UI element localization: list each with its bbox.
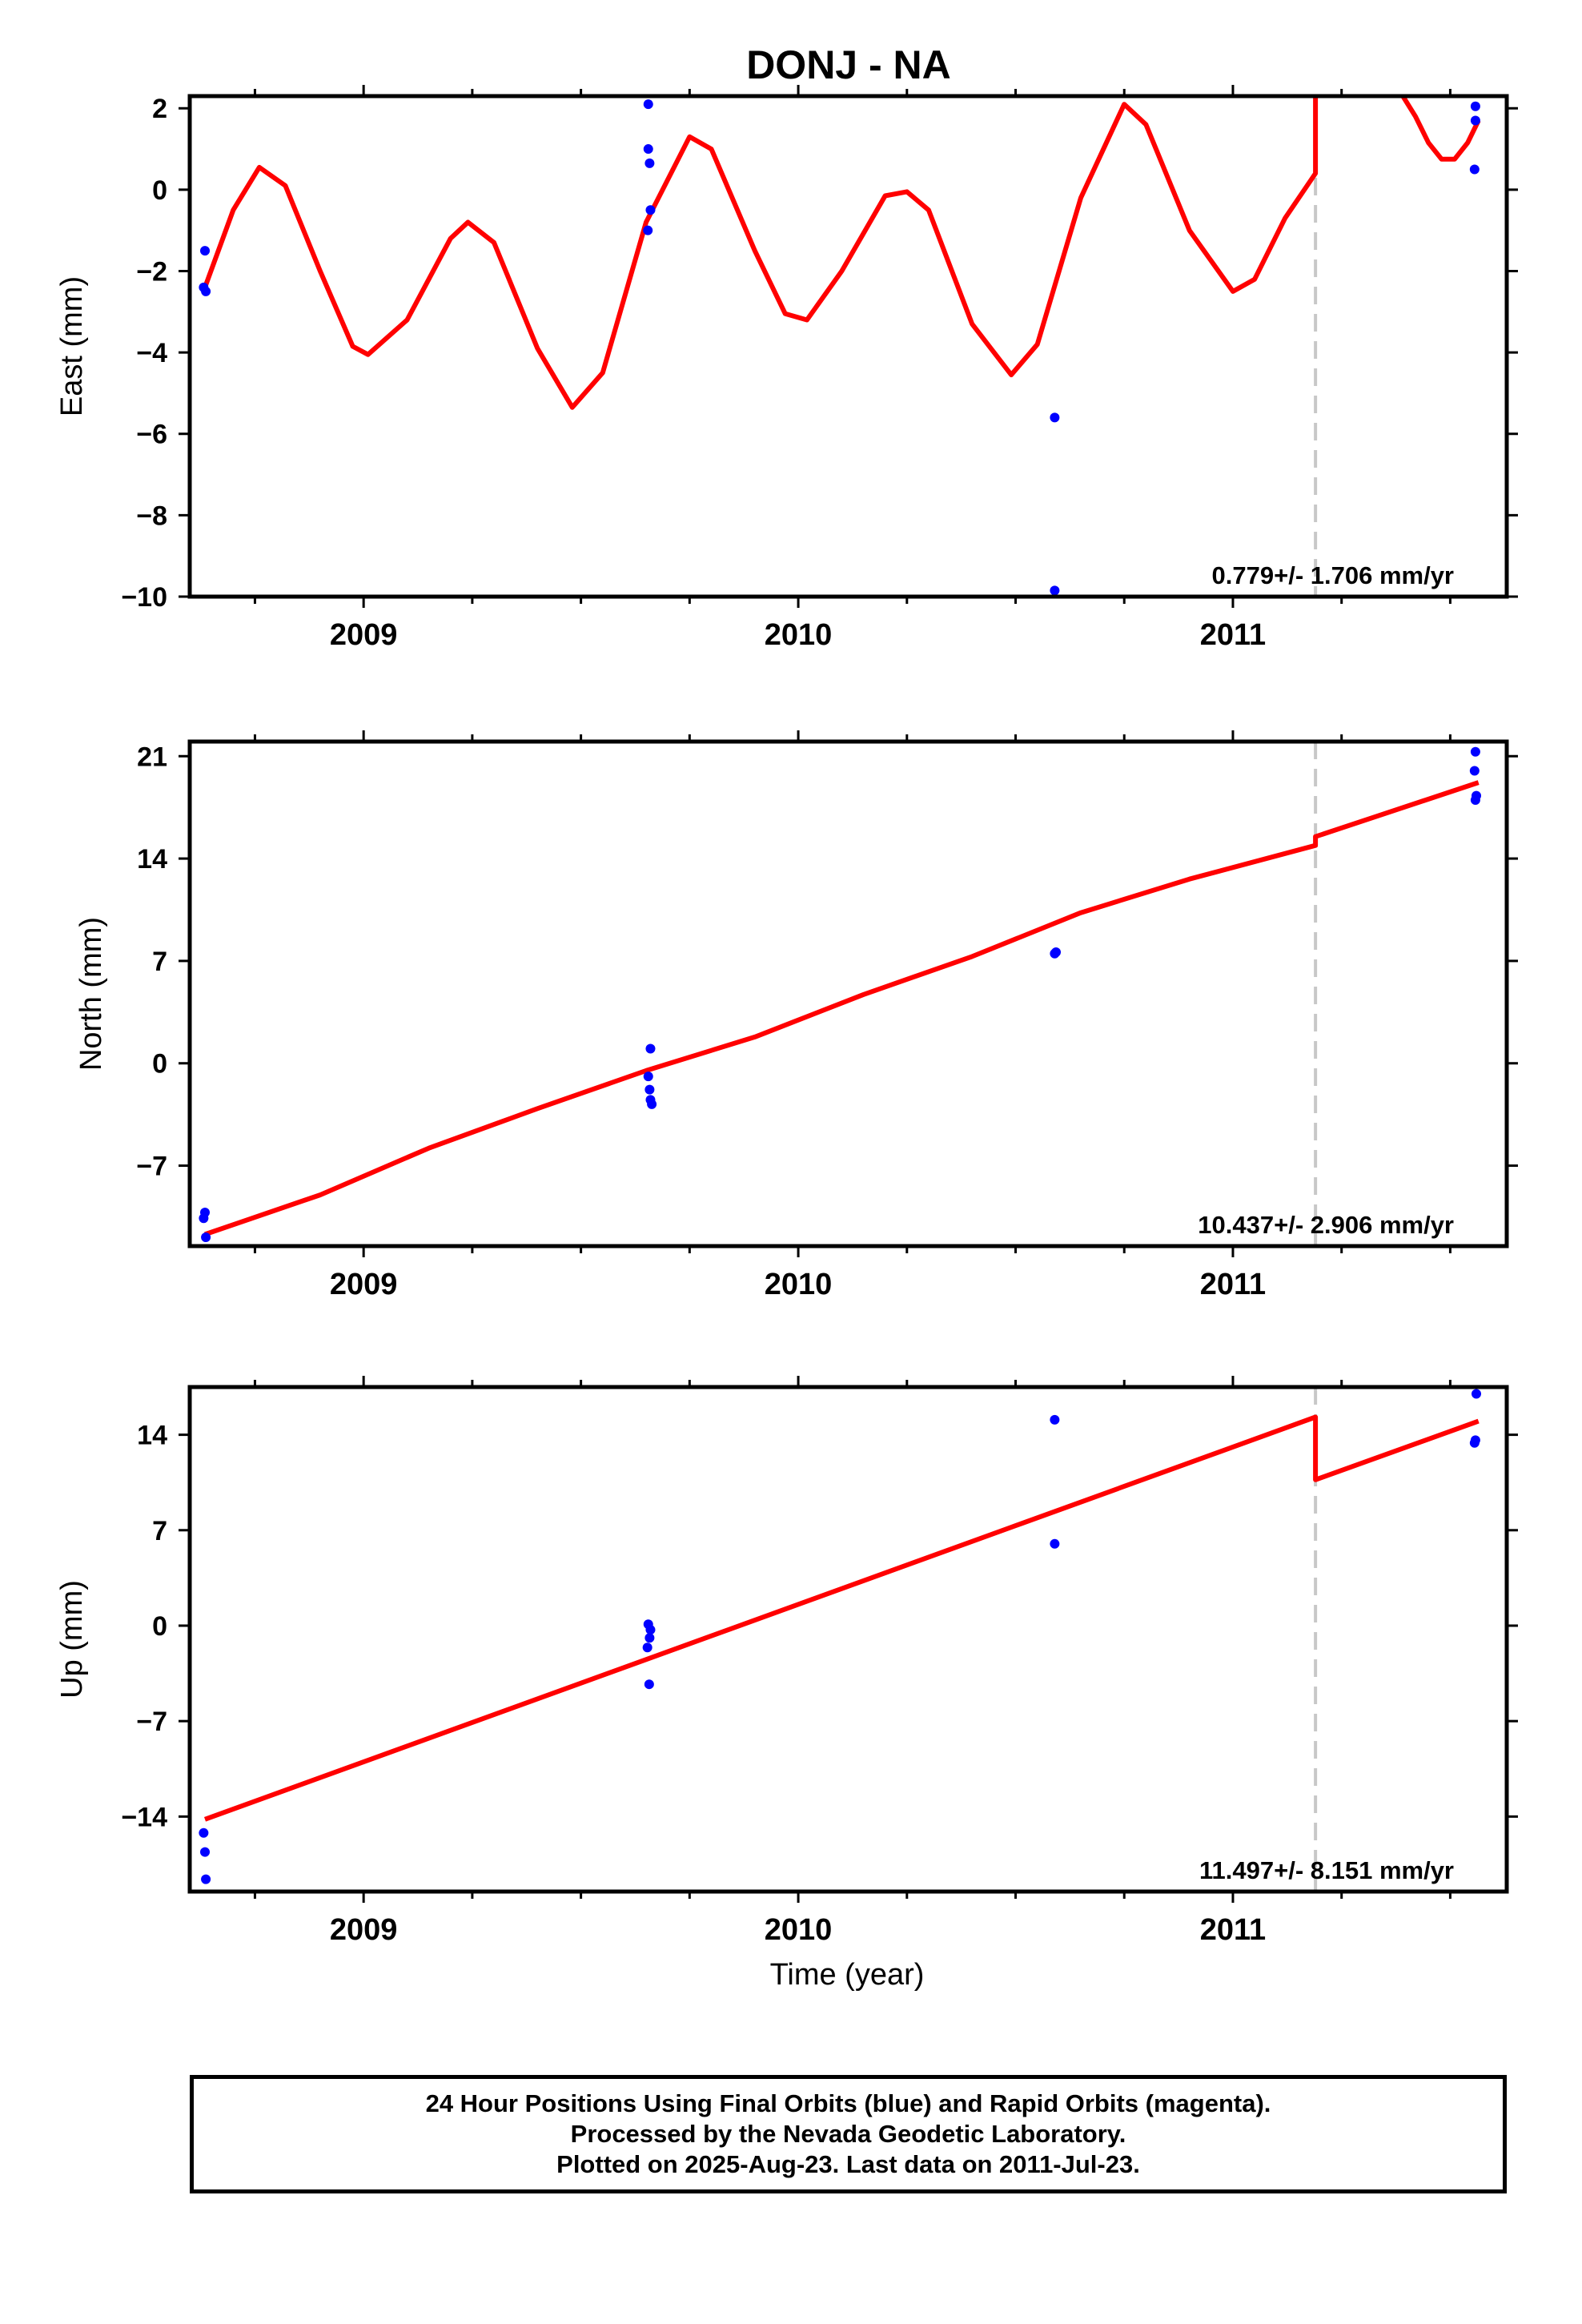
panel-north-ytick-label: 21 xyxy=(137,742,167,772)
panel-east-model-line-2 xyxy=(1399,96,1481,162)
panel-east-ytick-label: −10 xyxy=(121,582,167,613)
panel-north-frame xyxy=(187,739,1509,1248)
panel-east-data-point xyxy=(1050,412,1060,423)
panel-up-data-point xyxy=(642,1642,652,1653)
panel-up-data-point xyxy=(644,1633,655,1643)
panel-north-data-point xyxy=(645,1043,656,1054)
panel-up-ytick-label: −7 xyxy=(136,1707,167,1737)
panel-east-frame xyxy=(187,94,1509,599)
panel-up-data-point xyxy=(1050,1538,1060,1549)
panel-up-data-point xyxy=(201,1874,211,1884)
panel-up-ytick-label: 14 xyxy=(137,1421,167,1451)
panel-north-xtick-label: 2009 xyxy=(330,1268,398,1301)
panel-east-xtick-label: 2011 xyxy=(1200,618,1266,652)
footer-line-2: Processed by the Nevada Geodetic Laborat… xyxy=(570,2120,1126,2148)
panel-north-data-point xyxy=(644,1084,655,1095)
panel-east-ytick-label: 0 xyxy=(152,175,167,206)
panel-east-ytick-label: −4 xyxy=(136,338,167,368)
panel-up-ytick-label: 7 xyxy=(152,1516,167,1546)
panel-up-xtick-label: 2010 xyxy=(765,1913,833,1947)
panel-east-data-point xyxy=(643,144,653,155)
panel-east-data-point xyxy=(643,99,653,110)
panel-up-data-point xyxy=(644,1679,654,1690)
panel-east-data-point xyxy=(1470,115,1480,126)
panel-north-model-line xyxy=(204,780,1480,1237)
panel-east: 2 0 −2 −4 −6 −8 −10 2009 2010 2011 0.779+/- 1.706 … xyxy=(55,85,1518,652)
panel-up-frame xyxy=(187,1385,1509,1894)
panel-east-ytick-label: 2 xyxy=(152,94,167,124)
panel-up-y-axis-label: Up (mm) xyxy=(55,1580,89,1699)
footer-line-3: Plotted on 2025-Aug-23. Last data on 201… xyxy=(556,2150,1140,2178)
panel-east-data-point xyxy=(643,225,653,235)
panel-east-model-line xyxy=(203,96,1319,410)
chart-title: DONJ - NA xyxy=(746,42,951,87)
panel-up-ytick-label: −14 xyxy=(121,1802,167,1832)
panel-up-data-point xyxy=(1469,1437,1480,1448)
panels-group: 2 0 −2 −4 −6 −8 −10 2009 2010 2011 0.779+/- 1.706 … xyxy=(55,85,1518,1947)
panel-north-xtick-label: 2011 xyxy=(1200,1268,1266,1301)
panel-north-data-point xyxy=(1469,766,1480,776)
panel-up-data-point xyxy=(1050,1414,1060,1425)
panel-up-xtick-label: 2011 xyxy=(1200,1913,1266,1947)
panel-north-data-point xyxy=(1471,790,1481,801)
panel-north-y-axis-label: North (mm) xyxy=(74,917,108,1071)
panel-east-data-point xyxy=(644,158,655,168)
panel-east-data-point xyxy=(1050,585,1060,596)
panel-east-data-point xyxy=(1469,164,1480,175)
panel-north: 21 14 7 0 −7 2009 2010 2011 10.437+/- 2.906 mm/y… xyxy=(74,730,1518,1301)
panel-up-data-point xyxy=(645,1625,656,1635)
panel-up: 14 7 0 −7 −14 2009 2010 2011 11.497+/- 8.151 mm/… xyxy=(55,1376,1518,1947)
panel-north-data-point xyxy=(647,1099,657,1109)
panel-east-data-point xyxy=(1470,101,1480,111)
panel-up-xtick-label: 2009 xyxy=(330,1913,398,1947)
panel-north-ytick-label: 7 xyxy=(152,947,167,977)
panel-east-ytick-label: −8 xyxy=(136,501,167,531)
x-axis-label: Time (year) xyxy=(770,1958,925,1992)
footer-note-box: 24 Hour Positions Using Final Orbits (bl… xyxy=(190,2075,1507,2193)
panel-east-rate-label: 0.779+/- 1.706 mm/yr xyxy=(1212,561,1454,589)
panel-up-ytick-label: 0 xyxy=(152,1611,167,1642)
panel-north-ytick-label: 0 xyxy=(152,1049,167,1080)
panel-north-data-point xyxy=(199,1213,209,1224)
panel-east-data-point xyxy=(201,286,211,296)
panel-north-rate-label: 10.437+/- 2.906 mm/yr xyxy=(1198,1211,1454,1239)
panel-north-ytick-label: −7 xyxy=(136,1152,167,1182)
panel-north-ytick-label: 14 xyxy=(137,844,167,875)
panel-up-data-point xyxy=(200,1847,211,1857)
panel-north-data-point xyxy=(1051,947,1062,957)
panel-east-data-point xyxy=(645,205,656,215)
panel-north-data-point xyxy=(1470,746,1480,757)
panel-north-data-point xyxy=(201,1232,211,1243)
panel-north-xtick-label: 2010 xyxy=(765,1268,833,1301)
panel-east-ytick-label: −6 xyxy=(136,420,167,450)
panel-north-data-point xyxy=(643,1072,653,1082)
panel-up-model-line xyxy=(203,1414,1480,1822)
panel-up-rate-label: 11.497+/- 8.151 mm/yr xyxy=(1199,1856,1454,1884)
panel-east-y-axis-label: East (mm) xyxy=(55,276,89,416)
panel-up-data-point xyxy=(199,1827,209,1838)
footer-line-1: 24 Hour Positions Using Final Orbits (bl… xyxy=(425,2089,1271,2117)
panel-east-ytick-label: −2 xyxy=(136,256,167,287)
panel-east-xtick-label: 2009 xyxy=(330,618,398,652)
panel-east-xtick-label: 2010 xyxy=(765,618,833,652)
panel-east-data-point xyxy=(200,246,211,256)
panel-up-data-point xyxy=(1471,1389,1481,1399)
